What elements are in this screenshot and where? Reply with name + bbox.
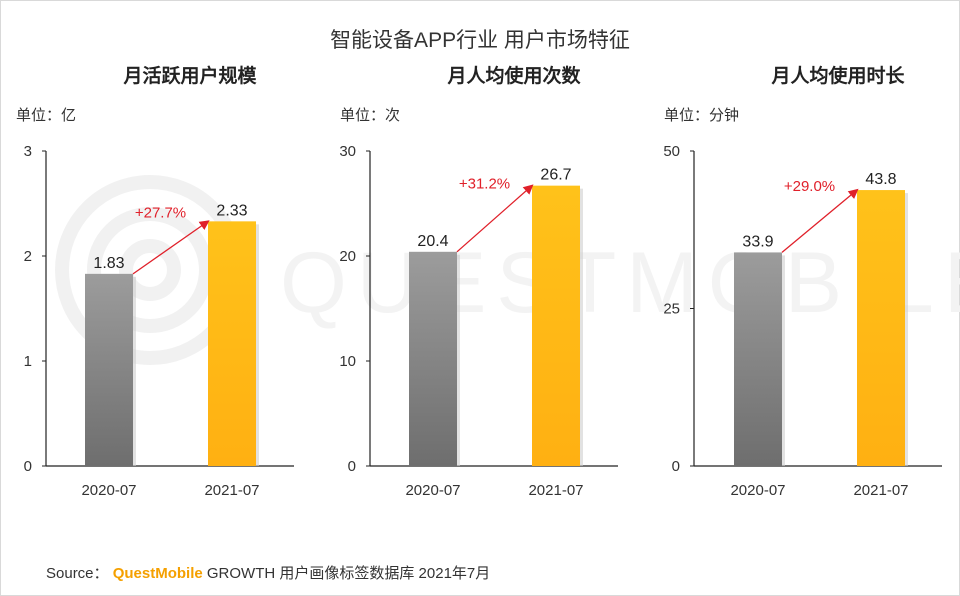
y-tick-label: 0 xyxy=(672,458,680,475)
unit-label: 单位：次 xyxy=(340,107,400,124)
source-brand: QuestMobile xyxy=(112,565,203,582)
category-label: 2020-07 xyxy=(81,482,136,499)
y-tick-label: 10 xyxy=(339,353,356,370)
data-label: 43.8 xyxy=(865,171,896,188)
growth-arrow xyxy=(456,184,534,253)
bar xyxy=(85,273,133,466)
unit-label: 单位：亿 xyxy=(16,107,76,124)
source-line: Source： QuestMobile GROWTH 用户画像标签数据库 202… xyxy=(46,562,490,583)
y-tick-label: 3 xyxy=(24,143,32,160)
data-label: 2.33 xyxy=(216,202,247,219)
bar xyxy=(857,190,905,466)
growth-label: +29.0% xyxy=(784,178,835,195)
chart-title: 月活跃用户规模 xyxy=(122,64,257,87)
growth-arrow xyxy=(132,220,210,275)
bar xyxy=(409,251,457,466)
category-label: 2020-07 xyxy=(730,482,785,499)
y-tick-label: 30 xyxy=(339,143,356,160)
y-tick-label: 2 xyxy=(24,248,32,265)
bar xyxy=(532,185,580,466)
growth-label: +27.7% xyxy=(135,205,186,222)
source-rest: GROWTH 用户画像标签数据库 2021年7月 xyxy=(206,565,491,582)
category-label: 2021-07 xyxy=(853,482,908,499)
data-label: 1.83 xyxy=(93,255,124,272)
main-title: 智能设备APP行业 用户市场特征 xyxy=(330,29,630,52)
growth-label: +31.2% xyxy=(459,176,510,193)
data-label: 20.4 xyxy=(417,233,448,250)
data-label: 33.9 xyxy=(742,233,773,250)
category-label: 2021-07 xyxy=(528,482,583,499)
bar xyxy=(734,252,782,466)
y-tick-label: 25 xyxy=(663,301,680,318)
y-tick-label: 0 xyxy=(348,458,356,475)
unit-label: 单位：分钟 xyxy=(664,107,739,124)
chart-title: 月人均使用次数 xyxy=(446,64,581,87)
growth-arrow xyxy=(781,188,859,253)
y-tick-label: 1 xyxy=(24,353,32,370)
bar xyxy=(208,221,256,466)
chart-title: 月人均使用时长 xyxy=(770,64,905,87)
y-tick-label: 20 xyxy=(339,248,356,265)
category-label: 2021-07 xyxy=(204,482,259,499)
y-tick-label: 50 xyxy=(663,143,680,160)
y-tick-label: 0 xyxy=(24,458,32,475)
source-prefix: Source： xyxy=(46,565,109,582)
category-label: 2020-07 xyxy=(405,482,460,499)
data-label: 26.7 xyxy=(540,167,571,184)
